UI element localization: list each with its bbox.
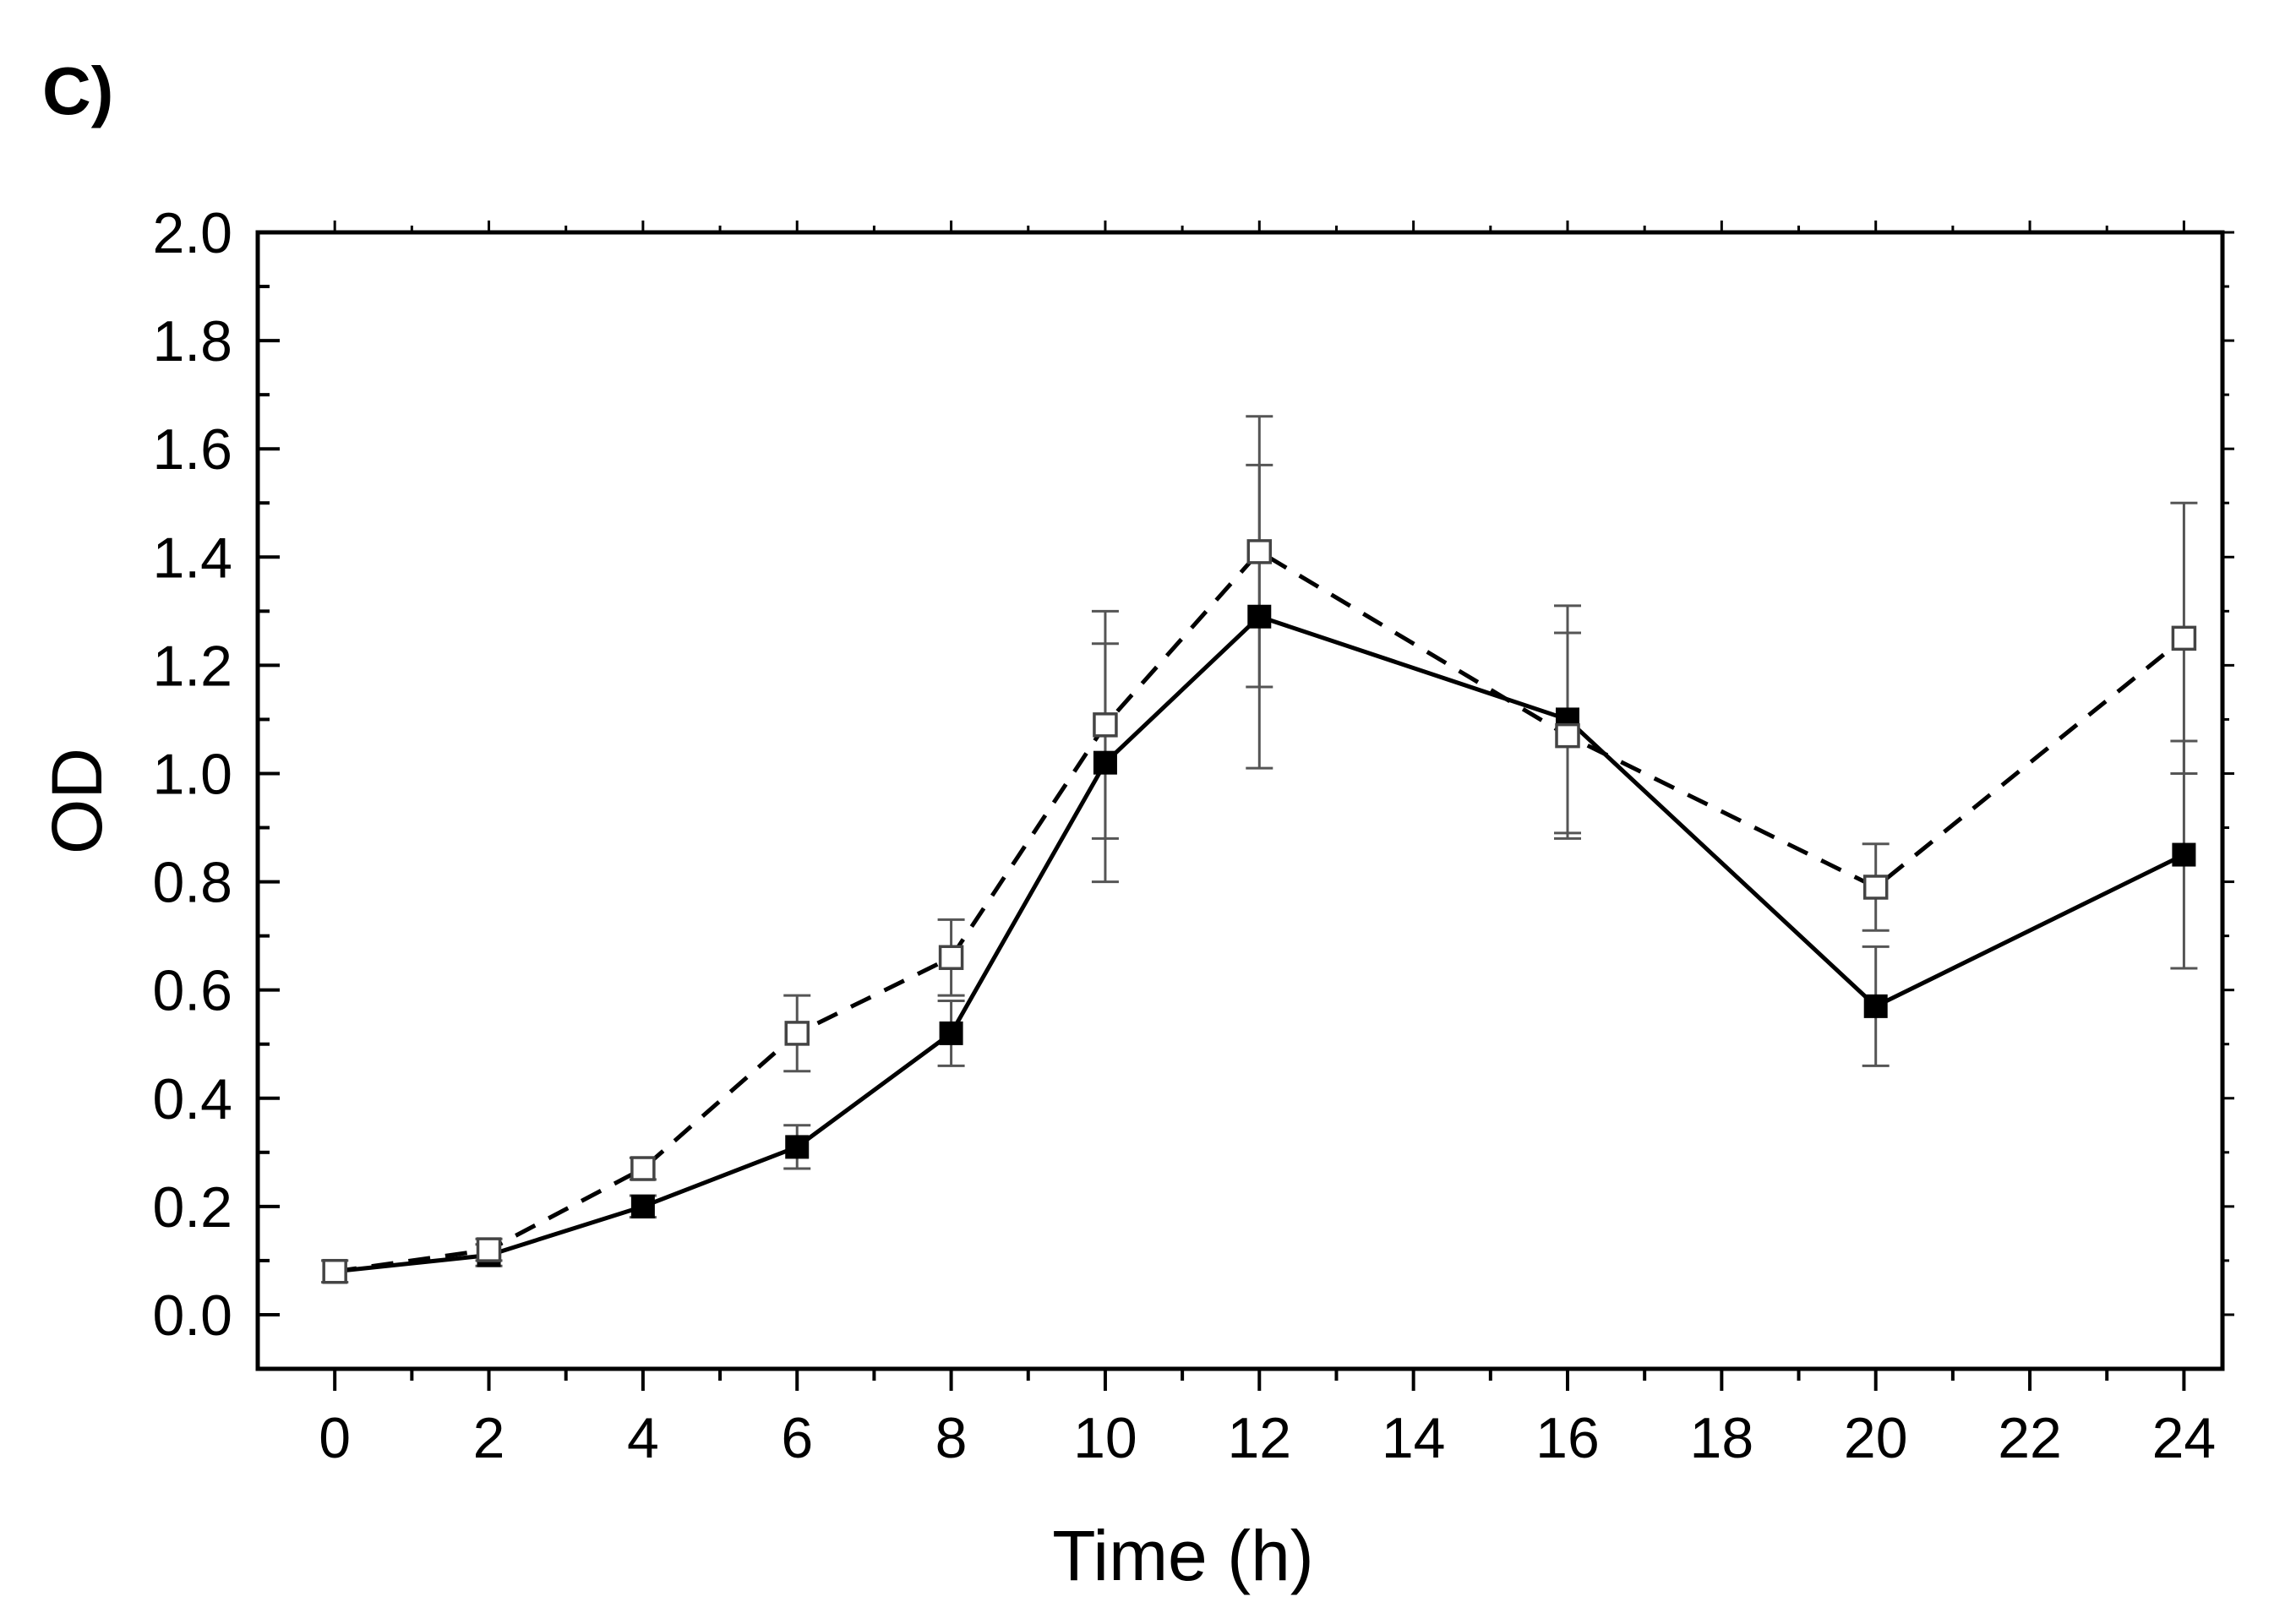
y-tick-label: 1.0 <box>152 742 232 806</box>
x-tick-label: 0 <box>319 1406 351 1470</box>
marker-open-square <box>1093 712 1118 738</box>
y-tick-label: 2.0 <box>152 201 232 265</box>
data-markers <box>322 539 2197 1284</box>
y-tick-label: 0.8 <box>152 851 232 915</box>
marker-open-square <box>630 1156 656 1181</box>
marker-open-square <box>784 1021 810 1046</box>
x-tick-label: 14 <box>1382 1406 1446 1470</box>
marker-filled-square <box>1863 994 1888 1018</box>
x-tick-label: 20 <box>1844 1406 1908 1470</box>
plot-frame <box>255 230 2225 1371</box>
marker-open-square <box>322 1258 347 1284</box>
x-tick-label: 16 <box>1535 1406 1600 1470</box>
marker-open-square <box>2171 625 2197 651</box>
x-axis-title: Time (h) <box>1052 1516 1314 1595</box>
y-tick-label: 0.6 <box>152 959 232 1023</box>
axis-ticks <box>258 221 2234 1391</box>
y-tick-labels: 0.0 0.2 0.4 0.6 0.8 1.0 1.2 1.4 1.6 1.8 2.0 <box>152 201 232 1348</box>
marker-open-square <box>1862 875 1889 900</box>
y-tick-label: 1.6 <box>152 417 232 482</box>
marker-open-square <box>1555 722 1580 749</box>
x-tick-labels: 0 2 4 6 8 10 12 14 16 18 20 22 24 <box>319 1406 2216 1470</box>
x-tick-label: 12 <box>1227 1406 1291 1470</box>
marker-open-square <box>938 945 964 970</box>
y-tick-label: 0.4 <box>152 1067 232 1131</box>
x-tick-label: 4 <box>627 1406 659 1470</box>
panel-label: C) <box>42 53 113 128</box>
series-line-filled <box>334 613 2185 1274</box>
marker-open-square <box>1246 539 1273 564</box>
series-line-open <box>334 548 2185 1274</box>
x-tick-label: 22 <box>1998 1406 2062 1470</box>
marker-filled-square <box>630 1194 655 1218</box>
marker-filled-square <box>1093 750 1117 775</box>
x-tick-label: 10 <box>1073 1406 1137 1470</box>
marker-open-square <box>476 1237 502 1262</box>
x-tick-label: 6 <box>781 1406 813 1470</box>
y-tick-label: 0.2 <box>152 1175 232 1240</box>
marker-filled-square <box>785 1135 810 1159</box>
y-axis-title: OD <box>37 748 117 854</box>
x-tick-label: 8 <box>935 1406 968 1470</box>
x-tick-label: 18 <box>1690 1406 1754 1470</box>
y-tick-label: 1.4 <box>152 526 232 590</box>
marker-filled-square <box>939 1021 963 1045</box>
series-lines <box>334 548 2185 1274</box>
marker-filled-square <box>1247 604 1272 629</box>
y-tick-label: 1.8 <box>152 309 232 373</box>
y-tick-label: 1.2 <box>152 634 232 698</box>
x-tick-label: 2 <box>473 1406 505 1470</box>
y-tick-label: 0.0 <box>152 1283 232 1348</box>
x-tick-label: 24 <box>2152 1406 2217 1470</box>
marker-filled-square <box>2172 842 2196 867</box>
